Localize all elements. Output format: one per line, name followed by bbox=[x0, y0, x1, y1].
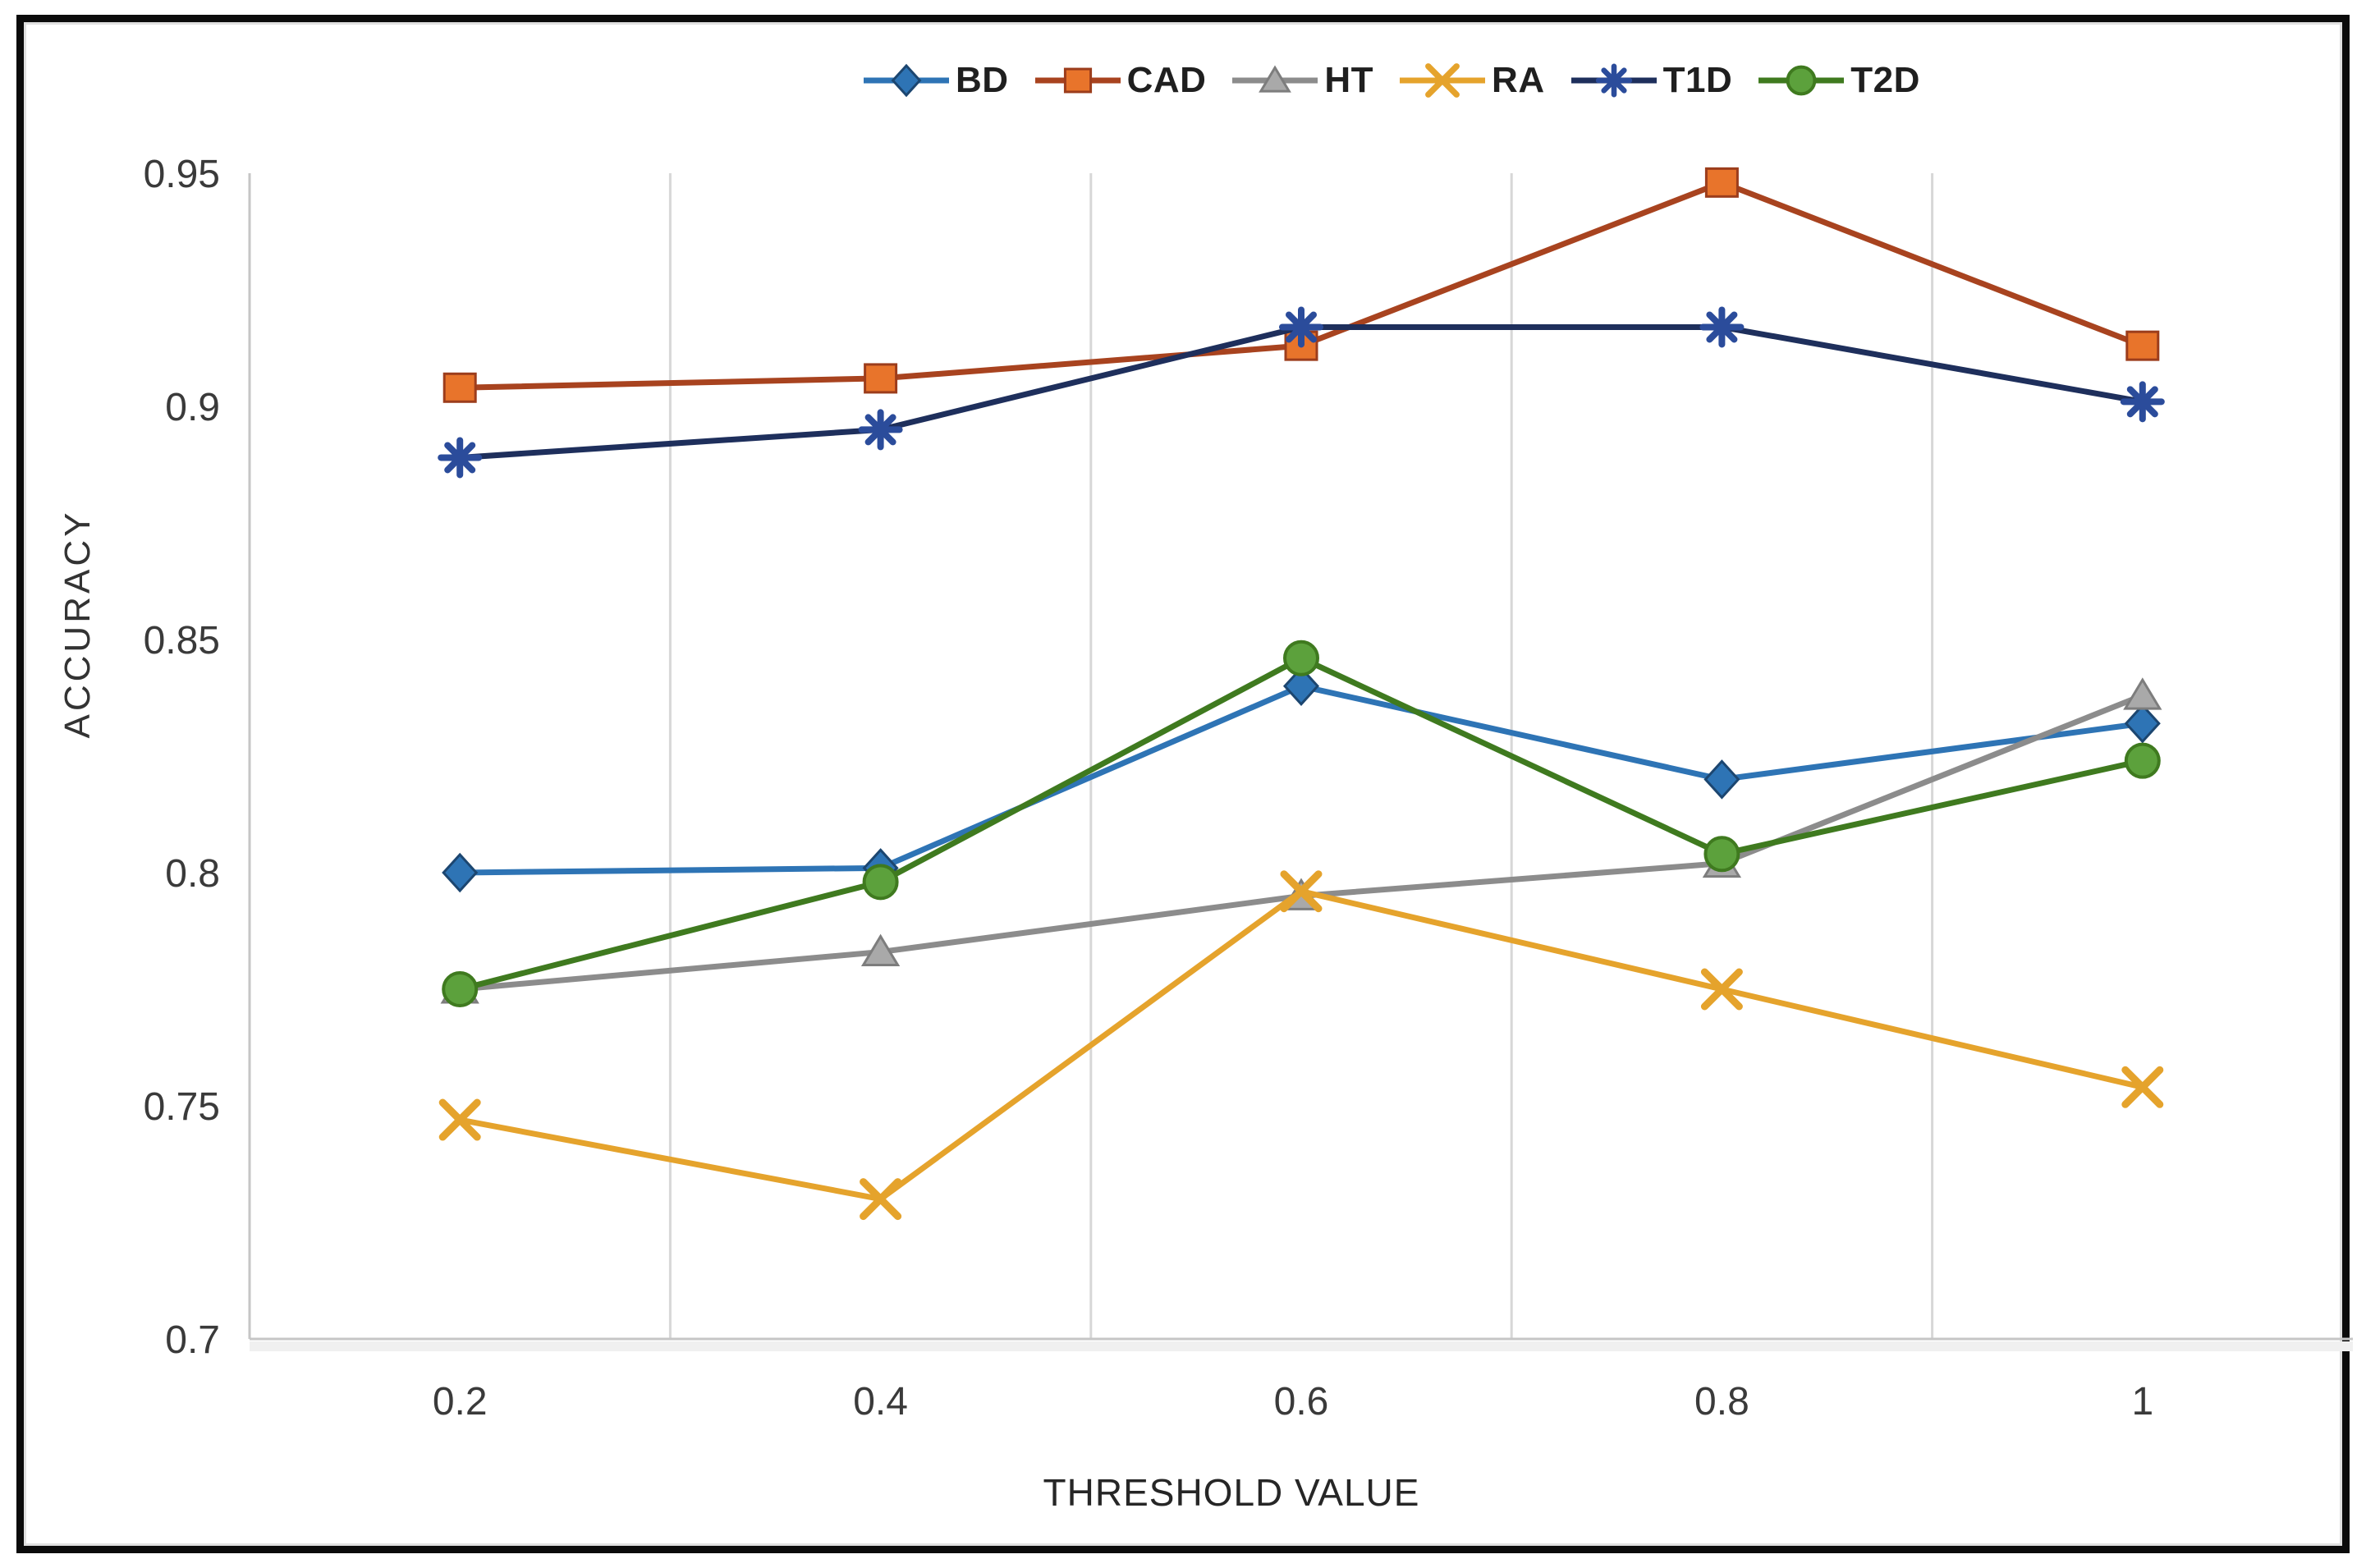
diamond-marker-icon bbox=[1282, 666, 1320, 707]
series-T1D bbox=[438, 306, 2165, 479]
diamond-marker-icon bbox=[891, 63, 922, 98]
y-tick-label: 0.8 bbox=[165, 852, 220, 896]
series-line-HT bbox=[456, 692, 2146, 993]
diamond-marker-icon bbox=[442, 852, 479, 893]
asterisk-legend-marker-icon bbox=[1570, 63, 1657, 98]
circle-marker-icon bbox=[1703, 836, 1740, 873]
x-marker-icon bbox=[2121, 1066, 2164, 1108]
x-axis-band bbox=[250, 1341, 2353, 1351]
asterisk-marker-icon bbox=[2126, 386, 2158, 418]
series-BD bbox=[442, 666, 2161, 893]
legend-item-HT: HT bbox=[1231, 60, 1374, 100]
legend: BD CAD HT RA T1D T2D bbox=[862, 60, 1920, 100]
asterisk-marker-icon bbox=[1601, 67, 1627, 94]
square-marker-icon bbox=[1704, 167, 1739, 198]
y-tick-label: 0.7 bbox=[165, 1318, 220, 1362]
circle-marker-icon bbox=[862, 864, 899, 901]
square-marker-icon bbox=[442, 372, 477, 403]
x-legend-marker-icon bbox=[1400, 63, 1486, 98]
x-marker-icon bbox=[1700, 968, 1743, 1011]
square-marker-icon bbox=[1063, 67, 1092, 94]
legend-item-RA: RA bbox=[1398, 60, 1545, 100]
diamond-legend-marker-icon bbox=[864, 63, 949, 98]
series-T2D bbox=[442, 640, 2161, 1007]
circle-marker-icon bbox=[2124, 742, 2161, 779]
diamond-marker-icon bbox=[1703, 759, 1740, 800]
legend-label-RA: RA bbox=[1492, 60, 1545, 100]
legend-label-CAD: CAD bbox=[1126, 60, 1207, 100]
x-tick-label: 1 bbox=[2131, 1380, 2153, 1424]
series-RA bbox=[438, 870, 2164, 1221]
triangle-marker-icon bbox=[1259, 65, 1292, 93]
asterisk-marker-icon bbox=[1286, 311, 1317, 343]
y-tick-label: 0.9 bbox=[165, 386, 220, 429]
figure-border bbox=[16, 15, 2350, 1553]
series-CAD bbox=[442, 167, 2160, 403]
x-tick-label: 0.2 bbox=[433, 1380, 488, 1424]
asterisk-marker-icon bbox=[444, 442, 476, 474]
circle-marker-icon bbox=[442, 971, 479, 1007]
series-HT bbox=[440, 677, 2162, 1004]
y-tick-label: 0.75 bbox=[144, 1085, 220, 1129]
asterisk-marker-icon bbox=[864, 414, 896, 446]
x-marker-icon bbox=[438, 1098, 481, 1141]
legend-label-HT: HT bbox=[1324, 60, 1374, 100]
asterisk-marker-icon bbox=[1706, 311, 1738, 343]
square-marker-icon bbox=[2125, 330, 2160, 361]
square-legend-marker-icon bbox=[1034, 67, 1121, 94]
square-marker-icon bbox=[864, 363, 898, 394]
legend-item-CAD: CAD bbox=[1034, 60, 1207, 100]
y-tick-label: 0.85 bbox=[144, 619, 220, 663]
x-tick-label: 0.8 bbox=[1694, 1380, 1749, 1424]
x-marker-icon bbox=[860, 1178, 902, 1221]
triangle-marker-icon bbox=[2123, 677, 2162, 710]
x-tick-label: 0.4 bbox=[853, 1380, 908, 1424]
legend-label-T2D: T2D bbox=[1850, 60, 1920, 100]
x-marker-icon bbox=[1280, 870, 1323, 913]
legend-label-T1D: T1D bbox=[1662, 60, 1733, 100]
legend-item-T2D: T2D bbox=[1757, 60, 1920, 100]
legend-label-BD: BD bbox=[956, 60, 1009, 100]
triangle-legend-marker-icon bbox=[1232, 65, 1318, 93]
circle-marker-icon bbox=[1786, 65, 1817, 96]
y-axis-title: ACCURACY bbox=[57, 509, 98, 739]
x-marker-icon bbox=[1425, 63, 1460, 98]
diamond-marker-icon bbox=[2124, 704, 2161, 744]
series-line-T2D bbox=[456, 655, 2146, 993]
series-line-BD bbox=[456, 683, 2146, 876]
circle-legend-marker-icon bbox=[1758, 65, 1845, 96]
legend-item-BD: BD bbox=[862, 60, 1009, 100]
circle-marker-icon bbox=[1283, 640, 1319, 676]
x-axis-title: THRESHOLD VALUE bbox=[1043, 1471, 1420, 1514]
series-line-RA bbox=[456, 888, 2146, 1203]
triangle-marker-icon bbox=[860, 933, 901, 967]
y-tick-label: 0.95 bbox=[144, 153, 220, 196]
legend-item-T1D: T1D bbox=[1570, 60, 1733, 100]
x-tick-label: 0.6 bbox=[1274, 1380, 1329, 1424]
